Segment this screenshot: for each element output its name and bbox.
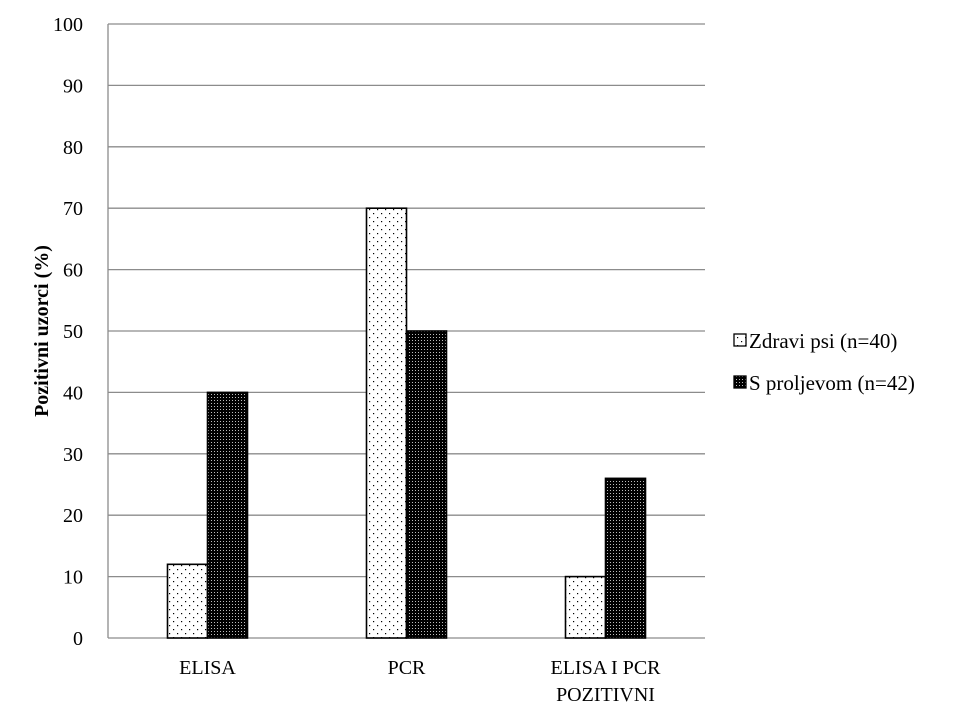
- y-tick-label: 20: [63, 505, 83, 527]
- y-tick-label: 30: [63, 444, 83, 466]
- legend-entry-label: Zdravi psi (n=40): [749, 329, 897, 353]
- bar-zdravi-psi-1: [365, 207, 408, 639]
- legend: Zdravi psi (n=40) S proljevom (n=42): [733, 329, 915, 395]
- bar-zdravi-psi-0: [166, 563, 209, 639]
- legend-swatch: [733, 333, 747, 347]
- bars: [166, 207, 647, 639]
- y-tick-label: 60: [63, 260, 83, 282]
- y-tick-labels: 0 10 20 30 40 50 60 70 80 90 100: [53, 14, 83, 650]
- category-labels: ELISA PCR ELISA I PCR POZITIVNI: [179, 657, 661, 706]
- y-axis-title: Pozitivni uzorci (%): [31, 245, 53, 417]
- y-tick-label: 70: [63, 198, 83, 220]
- bar-zdravi-psi-2: [564, 575, 607, 639]
- y-tick-label: 0: [73, 628, 83, 650]
- y-tick-label: 90: [63, 75, 83, 97]
- x-category-label: POZITIVNI: [556, 684, 655, 706]
- legend-swatch: [733, 375, 747, 389]
- y-tick-label: 80: [63, 137, 83, 159]
- bar-s-proljevom-1: [405, 330, 448, 639]
- y-tick-label: 50: [63, 321, 83, 343]
- y-tick-label: 10: [63, 567, 83, 589]
- bar-s-proljevom-2: [604, 477, 647, 639]
- x-category-label: PCR: [388, 657, 426, 679]
- x-category-label: ELISA: [179, 657, 236, 679]
- y-tick-label: 100: [53, 14, 83, 36]
- x-category-label: ELISA I PCR: [550, 657, 661, 679]
- bar-s-proljevom-0: [206, 391, 249, 639]
- y-tick-label: 40: [63, 382, 83, 404]
- legend-entry-label: S proljevom (n=42): [749, 371, 915, 395]
